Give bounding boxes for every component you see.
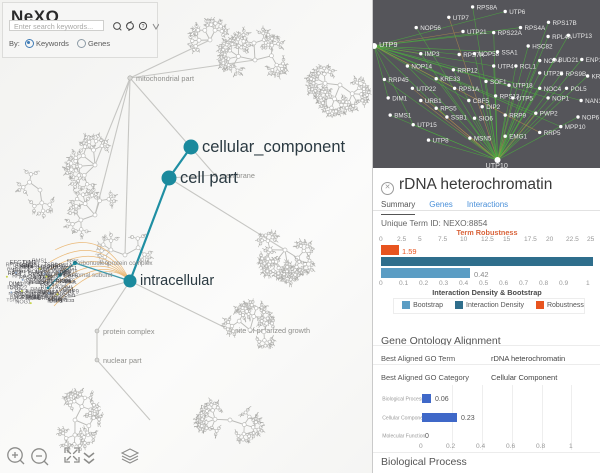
svg-text:RPS4A: RPS4A (525, 25, 546, 32)
svg-text:NOP14: NOP14 (411, 64, 432, 71)
svg-text:nuclear part: nuclear part (103, 356, 142, 365)
svg-text:UTP5: UTP5 (517, 95, 534, 102)
svg-text:RRP9: RRP9 (509, 113, 526, 120)
svg-text:KR: KR (592, 74, 600, 81)
svg-text:BMS1: BMS1 (7, 267, 21, 273)
svg-text:NOP4: NOP4 (57, 279, 71, 285)
svg-text:POL5: POL5 (28, 269, 43, 275)
svg-text:cellular_component: cellular_component (202, 138, 346, 156)
svg-text:NOP6: NOP6 (582, 115, 600, 122)
svg-text:NOP1: NOP1 (552, 95, 570, 102)
svg-text:SOF1: SOF1 (490, 79, 507, 86)
svg-text:RPS1A: RPS1A (55, 263, 73, 269)
svg-text:UTP4: UTP4 (498, 64, 515, 71)
svg-text:DIP2: DIP2 (486, 104, 500, 111)
svg-text:DIM1: DIM1 (392, 95, 408, 102)
svg-text:UTP10: UTP10 (486, 161, 508, 168)
svg-text:DIM1: DIM1 (64, 293, 76, 299)
svg-text:MPP10: MPP10 (565, 124, 586, 131)
svg-text:SIO6: SIO6 (479, 116, 494, 123)
svg-text:RPS9B: RPS9B (566, 71, 587, 78)
svg-text:ENP1: ENP1 (586, 57, 600, 64)
svg-text:RPS5: RPS5 (67, 258, 79, 263)
svg-text:RPS1A: RPS1A (41, 285, 59, 291)
svg-text:RRP5: RRP5 (544, 130, 561, 137)
svg-text:RRP9: RRP9 (47, 299, 62, 305)
svg-text:UTP21: UTP21 (467, 29, 487, 36)
svg-text:EMG1: EMG1 (509, 134, 527, 141)
svg-text:BMS1: BMS1 (394, 113, 412, 120)
svg-text:BMS1: BMS1 (26, 263, 40, 269)
svg-text:NAN1: NAN1 (585, 98, 600, 105)
svg-text:KRE33: KRE33 (440, 76, 460, 83)
svg-text:MSN5: MSN5 (474, 136, 492, 143)
svg-text:NOG1: NOG1 (59, 287, 74, 293)
svg-text:UTP9: UTP9 (379, 40, 397, 49)
svg-text:intracellular: intracellular (140, 273, 214, 289)
svg-text:UTP13: UTP13 (572, 33, 592, 40)
svg-text:BUD21: BUD21 (558, 57, 579, 64)
svg-text:URB1: URB1 (425, 98, 442, 105)
svg-text:PWP2: PWP2 (540, 111, 558, 118)
svg-text:RCL1: RCL1 (520, 64, 537, 71)
svg-text:POL5: POL5 (571, 86, 588, 93)
svg-text:RPL4: RPL4 (14, 291, 28, 297)
svg-text:NOG1: NOG1 (15, 300, 31, 306)
svg-text:RPS17B: RPS17B (553, 20, 577, 27)
svg-text:RPS5: RPS5 (440, 106, 457, 113)
svg-text:ribonucleoprotein complex: ribonucleoprotein complex (79, 260, 153, 267)
svg-text:UTP7: UTP7 (453, 15, 470, 22)
svg-text:HSC82: HSC82 (532, 44, 553, 51)
svg-text:mitochondrial part: mitochondrial part (136, 74, 194, 83)
svg-text:RRP12: RRP12 (457, 67, 478, 74)
svg-text:UTP15: UTP15 (417, 122, 437, 129)
svg-text:SSA1: SSA1 (502, 49, 519, 56)
svg-text:RPS22A: RPS22A (498, 30, 523, 37)
svg-text:UTP18: UTP18 (513, 83, 533, 90)
svg-text:NOP56: NOP56 (420, 25, 441, 32)
svg-text:SSB1: SSB1 (451, 115, 468, 122)
svg-text:RPS1A: RPS1A (459, 86, 480, 93)
svg-text:cell part: cell part (180, 169, 238, 187)
svg-text:protein complex: protein complex (103, 327, 155, 336)
svg-text:RPS8A: RPS8A (477, 4, 498, 11)
svg-text:IMP3: IMP3 (425, 51, 440, 58)
svg-text:RRP45: RRP45 (388, 77, 409, 84)
svg-text:NOC4: NOC4 (544, 86, 562, 93)
svg-text:UTP8: UTP8 (433, 138, 450, 145)
svg-text:UTP22: UTP22 (416, 86, 436, 93)
svg-text:UTP6: UTP6 (509, 9, 526, 16)
